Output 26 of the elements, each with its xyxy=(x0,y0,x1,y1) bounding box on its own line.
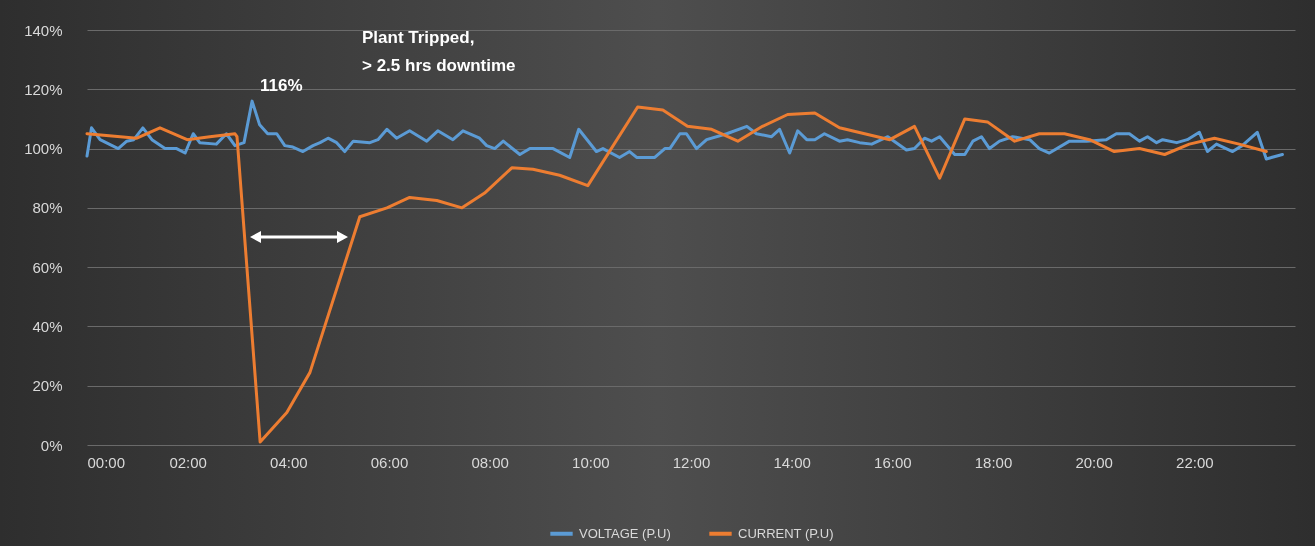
annotation: Plant Tripped, > 2.5 hrs downtime xyxy=(362,28,516,75)
x-tick-label: 20:00 xyxy=(1075,453,1113,471)
y-tick-label: 100% xyxy=(24,140,63,158)
x-tick-label: 04:00 xyxy=(270,453,308,471)
y-tick-label: 120% xyxy=(24,80,63,98)
x-tick-label: 08:00 xyxy=(471,453,509,471)
x-tick-label: 14:00 xyxy=(773,453,811,471)
x-tick-label: 10:00 xyxy=(572,453,610,471)
x-tick-label: 06:00 xyxy=(370,453,409,471)
y-tick-label: 20% xyxy=(32,377,63,395)
legend-label: VOLTAGE (P.U) xyxy=(579,525,671,541)
legend-label: CURRENT (P.U) xyxy=(738,525,834,541)
y-tick-label: 80% xyxy=(32,199,63,217)
x-tick-label: 22:00 xyxy=(1176,453,1214,471)
line-series xyxy=(85,99,1284,161)
x-tick-label: 18:00 xyxy=(974,453,1013,471)
y-tick-label: 0% xyxy=(40,436,63,454)
y-tick-label: 140% xyxy=(24,21,63,39)
line-series xyxy=(85,105,1268,444)
annotation: 116% xyxy=(260,76,303,96)
x-tick-label: 12:00 xyxy=(672,453,711,471)
x-tick-label: 00:00 xyxy=(87,453,126,471)
y-tick-label: 60% xyxy=(32,258,63,276)
x-tick-label: 02:00 xyxy=(169,453,207,471)
y-tick-label: 40% xyxy=(32,317,63,335)
x-tick-label: 16:00 xyxy=(874,453,912,471)
